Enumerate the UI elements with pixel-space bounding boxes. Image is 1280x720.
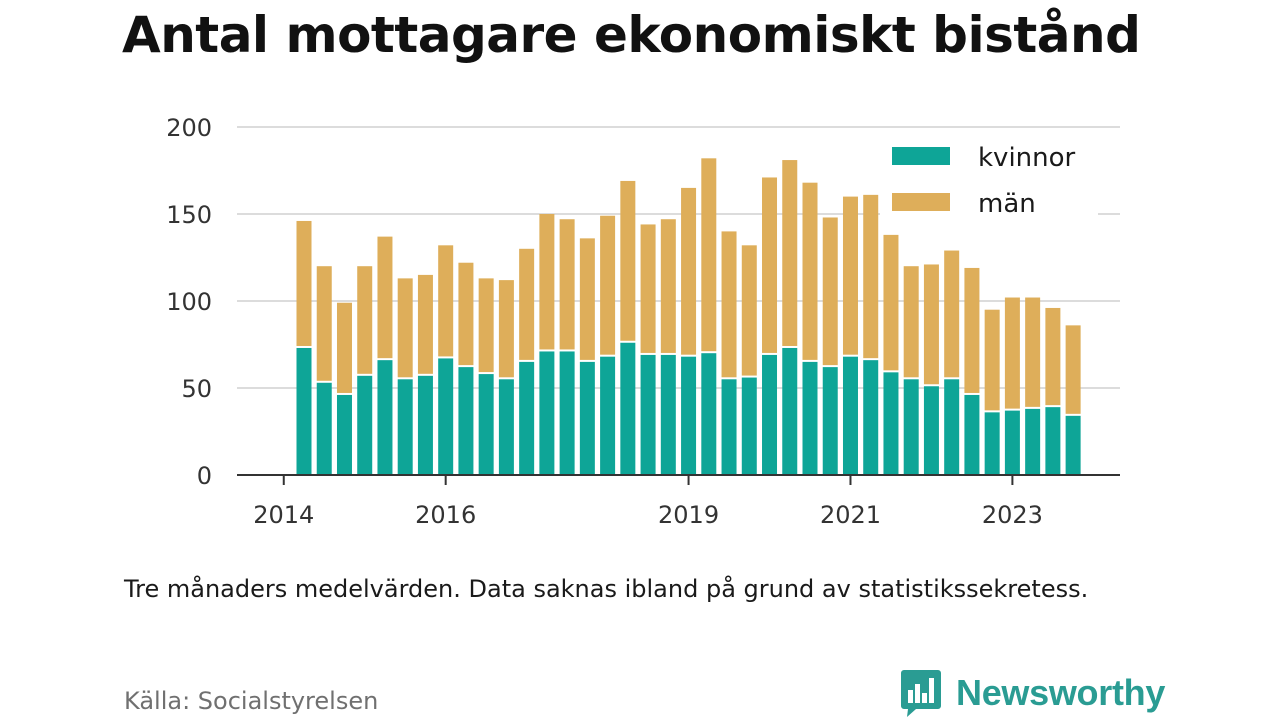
bar-kvinnor bbox=[336, 394, 352, 475]
bar-man bbox=[417, 274, 433, 374]
bar-kvinnor bbox=[721, 379, 737, 475]
bar-man bbox=[842, 196, 858, 355]
bar-kvinnor bbox=[782, 347, 798, 475]
bar-man bbox=[903, 266, 919, 378]
bar-kvinnor bbox=[640, 354, 656, 475]
bar-kvinnor bbox=[923, 386, 939, 475]
bar-man bbox=[438, 245, 454, 357]
bar-kvinnor bbox=[296, 347, 312, 475]
chart-title: Antal mottagare ekonomiskt bistånd bbox=[122, 6, 1141, 64]
bar-kvinnor bbox=[822, 367, 838, 475]
bar-kvinnor bbox=[397, 379, 413, 475]
bar-kvinnor bbox=[903, 379, 919, 475]
bar-man bbox=[822, 217, 838, 366]
bar-kvinnor bbox=[438, 358, 454, 475]
bar-man bbox=[478, 278, 494, 373]
bar-man bbox=[377, 236, 393, 359]
bar-kvinnor bbox=[559, 351, 575, 475]
bar-man bbox=[316, 266, 332, 381]
bar-kvinnor bbox=[539, 351, 555, 475]
bar-man bbox=[923, 264, 939, 385]
x-tick-label: 2021 bbox=[820, 501, 881, 529]
bar-kvinnor bbox=[842, 356, 858, 475]
bar-kvinnor bbox=[741, 377, 757, 475]
x-tick-label: 2023 bbox=[982, 501, 1043, 529]
bar-man bbox=[802, 182, 818, 360]
bar-kvinnor bbox=[660, 354, 676, 475]
bar-kvinnor bbox=[863, 360, 879, 475]
y-tick-label: 100 bbox=[166, 288, 212, 316]
bar-man bbox=[1065, 325, 1081, 414]
chart-bubble-icon bbox=[901, 670, 941, 717]
bar-man bbox=[519, 248, 535, 360]
bar-man bbox=[539, 214, 555, 350]
bar-kvinnor bbox=[417, 375, 433, 475]
chart-note: Tre månaders medelvärden. Data saknas ib… bbox=[124, 575, 1089, 603]
bar-kvinnor bbox=[478, 374, 494, 475]
bar-man bbox=[296, 220, 312, 346]
bar-man bbox=[863, 194, 879, 359]
bar-man bbox=[681, 187, 697, 355]
bar-kvinnor bbox=[600, 356, 616, 475]
bar-man bbox=[579, 238, 595, 360]
bar-kvinnor bbox=[883, 372, 899, 475]
bar-man bbox=[559, 219, 575, 350]
bar-man bbox=[498, 280, 514, 378]
bar-man bbox=[741, 245, 757, 376]
bar-man bbox=[357, 266, 373, 374]
legend-label-kvinnor: kvinnor bbox=[978, 143, 1076, 173]
bar-kvinnor bbox=[802, 361, 818, 475]
bar-kvinnor bbox=[701, 353, 717, 475]
bar-man bbox=[1045, 307, 1061, 406]
bar-kvinnor bbox=[377, 360, 393, 475]
newsworthy-brand: Newsworthy bbox=[900, 668, 1165, 718]
bar-kvinnor bbox=[357, 375, 373, 475]
stacked-bar-chart: 0 50 100 150 200 2014 2016 2019 2021 2023 kvinnor m… bbox=[166, 114, 1120, 529]
bar-kvinnor bbox=[984, 412, 1000, 475]
bar-man bbox=[640, 224, 656, 353]
x-tick-label: 2014 bbox=[253, 501, 314, 529]
bar-kvinnor bbox=[944, 379, 960, 475]
bar-man bbox=[984, 309, 1000, 411]
source-credit: Källa: Socialstyrelsen bbox=[124, 687, 379, 715]
legend-swatch-man bbox=[892, 193, 950, 211]
bar-man bbox=[336, 302, 352, 393]
bar-kvinnor bbox=[681, 356, 697, 475]
bar-kvinnor bbox=[519, 361, 535, 475]
bar-kvinnor bbox=[1025, 408, 1041, 475]
x-tick-label: 2016 bbox=[415, 501, 476, 529]
bar-kvinnor bbox=[1065, 415, 1081, 475]
bar-man bbox=[660, 219, 676, 353]
bar-man bbox=[883, 234, 899, 371]
bar-kvinnor bbox=[316, 382, 332, 475]
bar-man bbox=[944, 250, 960, 378]
bar-kvinnor bbox=[1004, 410, 1020, 475]
legend-label-man: män bbox=[978, 189, 1036, 219]
x-tick-label: 2019 bbox=[658, 501, 719, 529]
bar-man bbox=[458, 262, 474, 366]
bar-kvinnor bbox=[620, 342, 636, 475]
bar-man bbox=[721, 231, 737, 378]
bar-kvinnor bbox=[579, 361, 595, 475]
bar-man bbox=[600, 215, 616, 355]
bar-man bbox=[620, 180, 636, 341]
bar-man bbox=[964, 267, 980, 393]
bar-kvinnor bbox=[762, 354, 778, 475]
bar-man bbox=[701, 158, 717, 352]
bar-man bbox=[1004, 297, 1020, 409]
legend-swatch-kvinnor bbox=[892, 147, 950, 165]
bar-kvinnor bbox=[1045, 407, 1061, 475]
bar-kvinnor bbox=[964, 394, 980, 475]
bar-kvinnor bbox=[498, 379, 514, 475]
bar-man bbox=[762, 177, 778, 353]
bar-man bbox=[397, 278, 413, 378]
bar-man bbox=[1025, 297, 1041, 407]
y-tick-label: 50 bbox=[181, 375, 212, 403]
brand-name: Newsworthy bbox=[956, 672, 1166, 713]
bar-kvinnor bbox=[458, 367, 474, 475]
y-tick-label: 200 bbox=[166, 114, 212, 142]
bar-man bbox=[782, 160, 798, 346]
y-tick-label: 150 bbox=[166, 201, 212, 229]
y-tick-label: 0 bbox=[197, 462, 212, 490]
